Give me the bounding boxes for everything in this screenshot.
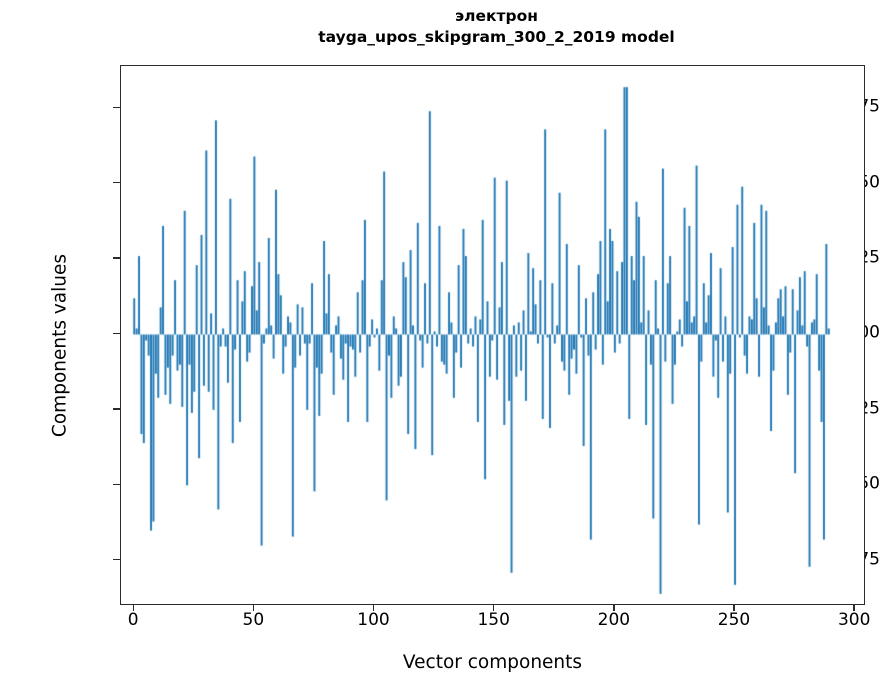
y-tick-mark: [113, 408, 120, 410]
x-tick-mark: [493, 604, 495, 611]
y-tick-mark: [113, 106, 120, 108]
plot-axes: [120, 65, 865, 605]
x-tick-label: 0: [127, 610, 139, 630]
x-tick-label: 250: [717, 610, 751, 630]
x-tick-label: 300: [837, 610, 871, 630]
x-tick-mark: [853, 604, 855, 611]
y-tick-mark: [113, 559, 120, 561]
x-tick-label: 50: [242, 610, 265, 630]
x-tick-mark: [613, 604, 615, 611]
x-tick-label: 200: [597, 610, 631, 630]
chart-title-line-2: tayga_upos_skipgram_300_2_2019 model: [318, 28, 675, 46]
y-tick-mark: [113, 332, 120, 335]
bar-series-canvas: [121, 66, 864, 604]
x-tick-mark: [252, 604, 255, 611]
x-tick-mark: [132, 604, 134, 611]
chart-title-line-1: электрон: [454, 7, 538, 25]
x-tick-mark: [733, 604, 735, 611]
x-tick-mark: [372, 604, 375, 611]
x-axis-label: Vector components: [402, 652, 583, 673]
y-tick-mark: [113, 257, 120, 259]
x-tick-label: 100: [357, 610, 390, 630]
y-axis-label: Components values: [49, 253, 71, 438]
y-tick-mark: [113, 181, 120, 184]
chart-title: электрон tayga_upos_skipgram_300_2_2019 …: [0, 6, 880, 48]
x-tick-label: 150: [477, 610, 510, 630]
y-tick-mark: [113, 483, 120, 486]
